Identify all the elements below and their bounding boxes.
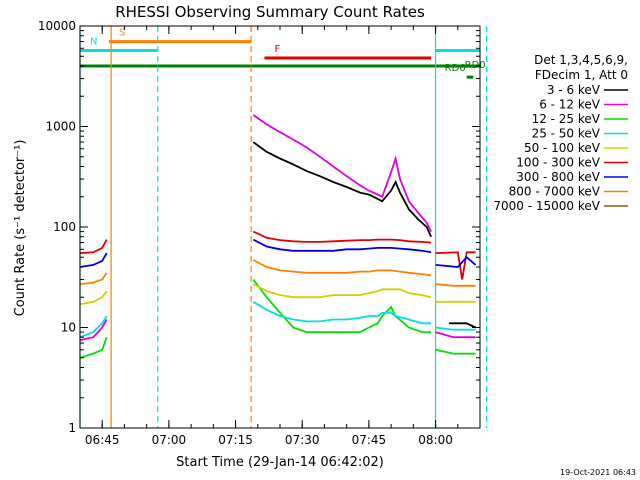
legend-header-line-2: FDecim 1, Att 0 <box>535 68 628 82</box>
y-tick-label: 100 <box>53 220 76 234</box>
y-tick-label: 10000 <box>38 19 76 33</box>
series-line <box>79 319 108 341</box>
flag-label: F <box>274 44 280 55</box>
series-line <box>252 259 432 277</box>
tick-layer: 1 10 100 1000 10000 06:45 07:00 07:15 07:30 07:45… <box>38 19 481 447</box>
series-line <box>435 251 476 280</box>
chart-title: RHESSI Observing Summary Count Rates <box>115 3 425 21</box>
series-line <box>448 322 476 329</box>
x-tick-label: 06:45 <box>85 433 120 447</box>
y-tick-label: 1 <box>68 421 76 435</box>
series-line <box>252 283 432 299</box>
series-line <box>79 252 108 268</box>
x-tick-label: 07:15 <box>218 433 253 447</box>
flag-label: N <box>90 37 97 48</box>
footer-timestamp: 19-Oct-2021 06:43 <box>560 468 636 477</box>
flag-label: RD6 <box>445 63 466 74</box>
x-tick-label: 08:00 <box>418 433 453 447</box>
series-line <box>252 141 432 238</box>
flag-label: RD0 <box>465 60 486 71</box>
flag-label: S <box>119 28 125 39</box>
series-line <box>435 326 476 331</box>
legend-entry-label: 100 - 300 keV <box>516 156 600 170</box>
series-line <box>435 283 476 287</box>
series-line <box>252 230 432 244</box>
legend-entry-label: 6 - 12 keV <box>539 98 601 112</box>
x-axis-label: Start Time (29-Jan-14 06:42:02) <box>176 455 384 470</box>
y-tick-label: 10 <box>61 321 76 335</box>
series-line <box>252 301 432 325</box>
series-line <box>79 315 108 339</box>
series-line <box>435 331 476 339</box>
legend-entry-label: 25 - 50 keV <box>532 127 601 141</box>
legend-entry-label: 300 - 800 keV <box>516 170 600 184</box>
series-line <box>79 336 108 359</box>
series-line <box>79 272 108 285</box>
x-tick-label: 07:00 <box>152 433 187 447</box>
series-line <box>79 239 108 254</box>
series-line <box>435 348 476 355</box>
series-line <box>435 256 477 268</box>
y-axis-label: Count Rate (s⁻¹ detector⁻¹) <box>13 140 28 317</box>
legend-entry-label: 12 - 25 keV <box>532 112 601 126</box>
series-line <box>252 114 432 233</box>
x-tick-label: 07:30 <box>285 433 320 447</box>
legend-entry-label: 800 - 7000 keV <box>509 185 601 199</box>
x-tick-label: 07:45 <box>352 433 387 447</box>
series-line <box>79 290 108 306</box>
legend-entry-label: 3 - 6 keV <box>547 83 601 97</box>
series-line <box>252 278 432 334</box>
legend-entry-label: 50 - 100 keV <box>524 141 601 155</box>
legend-entry-label: 7000 - 15000 keV <box>493 199 600 213</box>
series-layer <box>79 114 477 359</box>
series-line <box>252 238 432 254</box>
legend-header-line-1: Det 1,3,4,5,6,9, <box>534 53 628 67</box>
y-tick-label: 1000 <box>45 120 76 134</box>
legend: Det 1,3,4,5,6,9, FDecim 1, Att 0 3 - 6 k… <box>493 53 628 213</box>
